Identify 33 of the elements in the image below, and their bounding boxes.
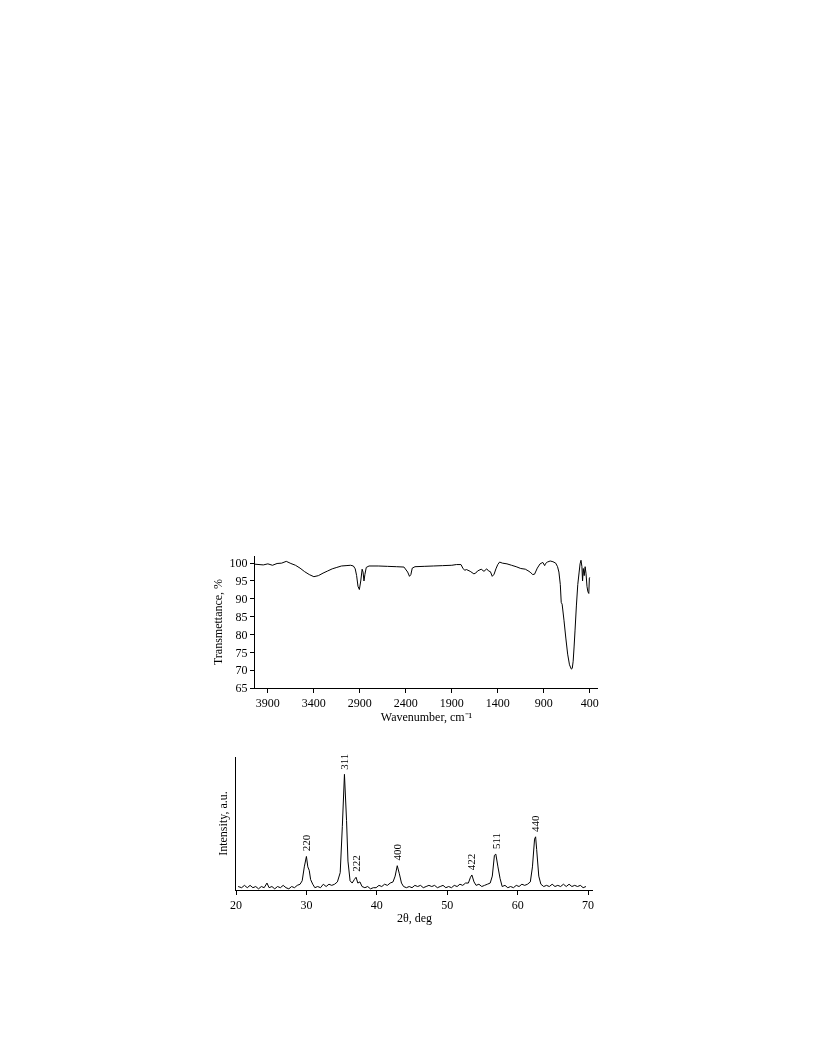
annotation: 311 xyxy=(338,753,351,770)
y-tick-label: 95 xyxy=(235,574,248,589)
x-tick-label: 1900 xyxy=(439,696,464,711)
annotation: 511 xyxy=(489,832,502,849)
y-tick-label: 85 xyxy=(235,609,248,624)
x-axis-title: Wavenumber, cm⁻¹ xyxy=(380,710,473,725)
x-tick-label: 30 xyxy=(300,898,313,913)
annotation: 440 xyxy=(529,814,542,832)
x-tick-label: 40 xyxy=(370,898,383,913)
y-tick-label: 70 xyxy=(235,663,248,678)
annotation: 222 xyxy=(350,855,363,872)
x-tick-label: 70 xyxy=(582,898,595,913)
y-axis-title: Transmettance, % xyxy=(210,578,225,666)
y-tick-label: 100 xyxy=(229,556,248,571)
x-tick-label: 2400 xyxy=(393,696,418,711)
annotation: 422 xyxy=(465,853,478,871)
y-tick-label: 80 xyxy=(235,627,248,642)
x-tick-label: 1400 xyxy=(485,696,510,711)
x-tick-label: 400 xyxy=(580,696,599,711)
x-axis-title: 2θ, deg xyxy=(396,911,433,926)
y-tick-label: 90 xyxy=(235,592,248,607)
y-axis-title: Intensity, a.u. xyxy=(216,791,231,856)
annotation: 220 xyxy=(300,834,313,852)
x-tick-label: 60 xyxy=(511,898,524,913)
x-tick-label: 3900 xyxy=(255,696,280,711)
x-tick-label: 2900 xyxy=(347,696,372,711)
y-tick-label: 75 xyxy=(235,645,248,660)
x-tick-label: 3400 xyxy=(301,696,326,711)
y-tick-label: 65 xyxy=(235,681,248,696)
annotation: 400 xyxy=(391,843,404,861)
x-tick-label: 50 xyxy=(441,898,454,913)
x-tick-label: 20 xyxy=(230,898,242,913)
x-tick-label: 900 xyxy=(534,696,553,711)
